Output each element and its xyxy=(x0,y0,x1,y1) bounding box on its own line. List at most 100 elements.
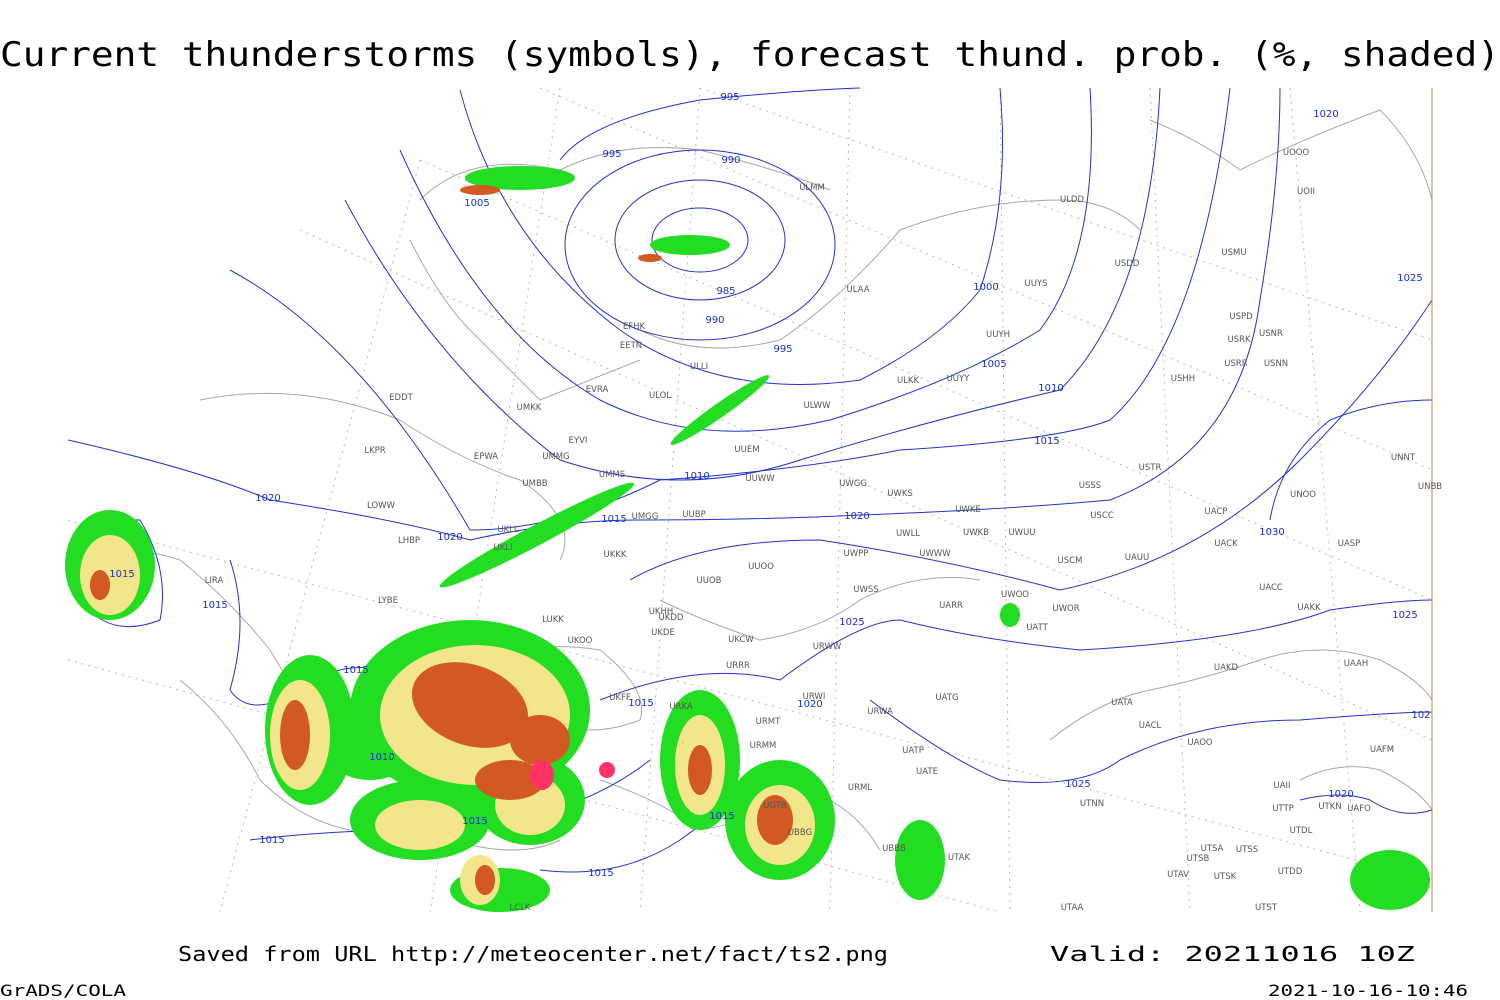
station-label: LOWW xyxy=(367,501,396,511)
isobar xyxy=(67,87,1281,541)
isobar-label: 1025 xyxy=(839,617,864,628)
station-label: UWKS xyxy=(887,489,913,499)
station-label: URKA xyxy=(669,702,693,712)
station-label: UTST xyxy=(1255,903,1278,913)
station-label: ULOL xyxy=(649,391,671,401)
station-label: LKPR xyxy=(364,446,385,456)
isobar-label: 995 xyxy=(773,344,792,355)
station-label: USRK xyxy=(1227,335,1251,345)
isobar-label: 995 xyxy=(720,92,739,103)
isobar-label: 1015 xyxy=(259,835,284,846)
station-label: EETN xyxy=(620,341,642,351)
isobar xyxy=(1269,399,1433,521)
station-label: UWUU xyxy=(1008,528,1035,538)
station-label: UKDE xyxy=(651,628,675,638)
isobar xyxy=(614,179,786,301)
probability-shading xyxy=(375,800,465,850)
isobar-label: 1015 xyxy=(709,811,734,822)
station-label: UTSB xyxy=(1187,854,1210,864)
station-label: UAOO xyxy=(1187,738,1213,748)
isobar-label: 1015 xyxy=(109,569,134,580)
station-label: UKCW xyxy=(728,635,754,645)
isobar-label: 1020 xyxy=(437,532,462,543)
probability-shading xyxy=(670,375,770,445)
isobar-label: 990 xyxy=(721,155,740,166)
station-label: USNR xyxy=(1259,329,1283,339)
station-label: UWKE xyxy=(955,505,981,515)
isobar xyxy=(1299,794,1433,814)
isobar-label: 1010 xyxy=(1038,383,1063,394)
station-label: USSS xyxy=(1079,481,1101,491)
station-label: UACL xyxy=(1139,721,1162,731)
isobar-label: 1015 xyxy=(588,868,613,879)
isobar-label: 995 xyxy=(602,149,621,160)
map-labels: 995 995 990 1005 985 990 995 1000 1005 1010 1015 10… xyxy=(109,92,1442,913)
station-label: USPD xyxy=(1229,312,1253,322)
coastline xyxy=(1149,109,1433,201)
station-label: UAFM xyxy=(1370,745,1394,755)
station-label: ULKK xyxy=(897,376,920,386)
station-label: UUYS xyxy=(1024,279,1047,289)
probability-shading xyxy=(1000,603,1020,627)
probability-shading xyxy=(638,254,662,262)
station-label: UKOO xyxy=(568,636,593,646)
station-label: UMGG xyxy=(632,512,659,522)
probability-shading xyxy=(599,762,615,778)
station-label: UUOO xyxy=(748,562,774,572)
station-label: ULDD xyxy=(1060,195,1085,205)
station-label: UMMG xyxy=(542,452,569,462)
isobar-label: 1015 xyxy=(601,514,626,525)
station-label: UTNN xyxy=(1080,799,1104,809)
station-label: URML xyxy=(848,783,872,793)
isobar-label: 1025 xyxy=(1397,273,1422,284)
station-label: UMKK xyxy=(517,403,542,413)
isobar xyxy=(564,149,836,341)
station-label: UTSK xyxy=(1214,872,1237,882)
station-label: LCLK xyxy=(510,903,531,913)
isobar-label: 102 xyxy=(1411,710,1430,721)
station-label: UKKK xyxy=(604,550,627,560)
station-label: USCM xyxy=(1058,556,1083,566)
probability-shading xyxy=(280,700,310,770)
station-label: UATG xyxy=(935,693,958,703)
station-label: UTKN xyxy=(1318,802,1341,812)
isobar-label: 990 xyxy=(705,315,724,326)
station-label: USCC xyxy=(1090,511,1114,521)
station-label: UOII xyxy=(1297,187,1315,197)
station-label: UUWW xyxy=(745,474,775,484)
station-label: UACK xyxy=(1214,539,1238,549)
station-label: UBBB xyxy=(882,844,906,854)
isobar-label: 1010 xyxy=(684,471,709,482)
probability-shading xyxy=(411,662,529,748)
station-label: UTDD xyxy=(1278,867,1303,877)
isobar-label: 1025 xyxy=(1392,610,1417,621)
station-label: URWW xyxy=(813,642,842,652)
station-label: ULAA xyxy=(846,285,869,295)
station-label: UKHH xyxy=(649,607,674,617)
probability-shading xyxy=(465,166,575,190)
station-label: UARR xyxy=(939,601,963,611)
isobar-label: 1020 xyxy=(844,511,869,522)
isobar xyxy=(651,207,749,273)
station-label: UACP xyxy=(1205,507,1228,517)
isobar-label: 1015 xyxy=(628,698,653,709)
map-layers xyxy=(65,87,1433,913)
station-label: UBBG xyxy=(788,828,812,838)
source-url: Saved from URL http://meteocenter.net/fa… xyxy=(178,942,888,966)
isobar-label: 1005 xyxy=(981,359,1006,370)
station-label: UAKK xyxy=(1297,603,1321,613)
graticule xyxy=(1289,87,1361,913)
station-label: URMM xyxy=(750,741,777,751)
isobar xyxy=(459,87,1003,385)
station-label: UASP xyxy=(1338,539,1361,549)
coastline xyxy=(409,239,641,401)
station-label: ULLI xyxy=(690,362,708,372)
station-label: UTSS xyxy=(1236,845,1258,855)
station-label: UAKD xyxy=(1214,663,1239,673)
station-label: UWLL xyxy=(896,529,920,539)
station-label: USRR xyxy=(1224,359,1248,369)
station-label: UUBP xyxy=(682,510,705,520)
isobar-label: 1020 xyxy=(1313,109,1338,120)
probability-shading xyxy=(90,570,110,600)
